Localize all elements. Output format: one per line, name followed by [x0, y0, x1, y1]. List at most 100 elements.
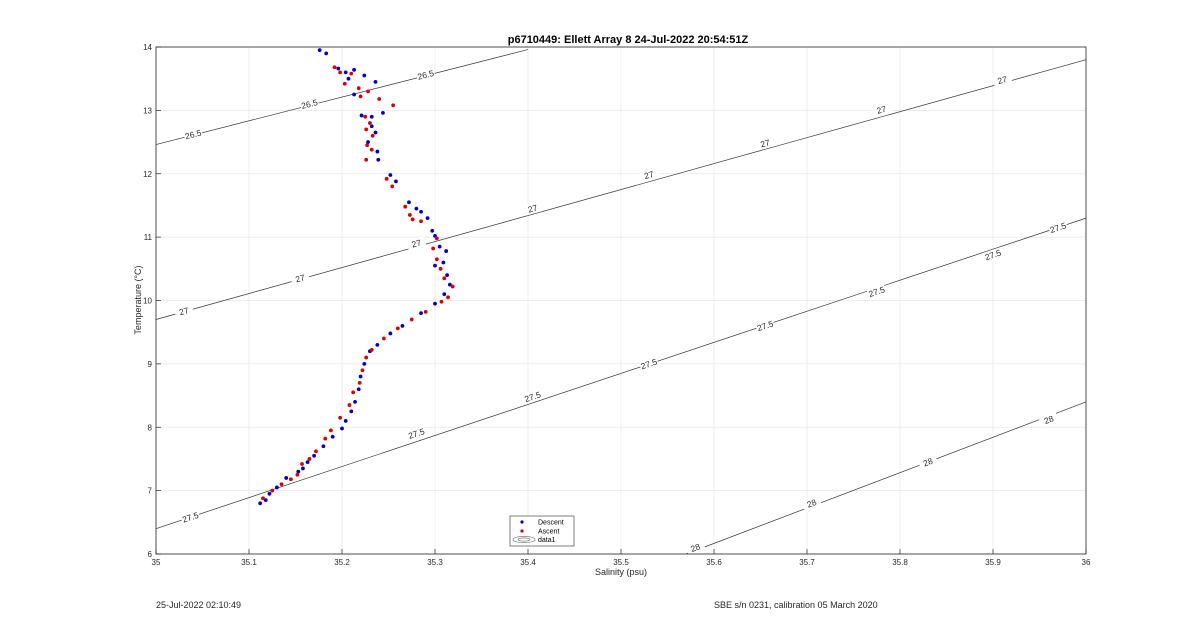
- contour-label: 27.5: [867, 284, 886, 299]
- point-ascent: [439, 299, 444, 304]
- point-descent: [444, 249, 449, 253]
- contour-label-bg: [755, 318, 776, 334]
- point-descent: [358, 374, 363, 379]
- x-tick-label: 35.9: [985, 558, 1001, 567]
- point-ascent: [368, 121, 372, 125]
- point-descent: [349, 409, 354, 414]
- x-tick-label: 35.4: [520, 558, 536, 567]
- point-descent: [441, 260, 446, 265]
- point-ascent: [395, 326, 400, 331]
- point-ascent: [391, 103, 396, 108]
- point-ascent: [338, 415, 343, 420]
- contour-label: 27: [410, 237, 422, 249]
- point-ascent: [366, 89, 370, 94]
- legend-label-descent: Descent: [538, 520, 564, 527]
- y-tick-label: 13: [143, 106, 152, 115]
- x-tick-label: 35.5: [613, 558, 629, 567]
- x-tick-label: 36: [1082, 558, 1091, 567]
- point-ascent: [307, 457, 312, 461]
- contour-label: 27: [294, 272, 306, 284]
- y-axis-label: Temperature (°C): [133, 265, 143, 334]
- x-tick-label: 35.2: [334, 558, 350, 567]
- point-ascent: [369, 147, 374, 152]
- footer-timestamp: 25-Jul-2022 02:10:49: [156, 600, 242, 610]
- point-ascent: [423, 310, 428, 314]
- point-descent: [258, 501, 263, 506]
- point-descent: [373, 79, 378, 84]
- x-tick-label: 35.8: [892, 558, 908, 567]
- point-descent: [324, 51, 329, 56]
- point-ascent: [390, 184, 395, 189]
- x-tick-label: 35.1: [241, 558, 257, 567]
- chart-title: p6710449: Ellett Array 8 24-Jul-2022 20:…: [508, 34, 749, 46]
- contour-label-bg: [406, 425, 427, 442]
- contour-label-bg: [415, 67, 436, 82]
- legend-label-data1: data1: [538, 537, 556, 544]
- x-tick-label: 35.6: [706, 558, 722, 567]
- point-ascent: [446, 295, 450, 300]
- legend-marker-data1-inner: [517, 537, 531, 542]
- contour-label: 27: [178, 305, 190, 317]
- contour-label-bg: [755, 136, 776, 151]
- point-descent: [414, 206, 419, 211]
- point-descent: [284, 476, 289, 480]
- point-ascent: [365, 143, 370, 148]
- point-ascent: [270, 488, 275, 493]
- contour-label: 27: [759, 137, 771, 149]
- point-descent: [369, 114, 374, 119]
- point-descent: [394, 179, 398, 184]
- point-descent: [442, 292, 447, 297]
- point-descent: [343, 70, 348, 75]
- contour-label: 27.5: [639, 356, 658, 371]
- point-ascent: [351, 390, 356, 395]
- point-descent: [353, 400, 357, 404]
- density-contours: 26.5 26.5 26.5 27 27 27 27 27 27 27 27 27.5 27.5 27.5…: [155, 49, 1087, 556]
- point-descent: [312, 453, 316, 458]
- point-descent: [388, 173, 393, 177]
- point-ascent: [364, 127, 369, 132]
- contour-label: 28: [922, 456, 935, 469]
- grid: [155, 46, 1087, 555]
- point-ascent: [323, 436, 328, 441]
- y-tick-label: 11: [144, 233, 153, 242]
- legend-label-ascent: Ascent: [538, 529, 559, 536]
- contour-label-bg: [1047, 220, 1069, 236]
- point-descent: [321, 444, 326, 449]
- series-descent: [258, 48, 452, 506]
- contour-line: [155, 217, 1087, 529]
- x-tick-label: 35.7: [799, 558, 815, 567]
- y-tick-label: 7: [148, 487, 153, 496]
- contour-label: 28: [1043, 413, 1056, 426]
- point-ascent: [360, 368, 365, 373]
- point-ascent: [347, 403, 352, 407]
- point-descent: [388, 331, 393, 336]
- contour-label-bg: [183, 127, 204, 142]
- point-descent: [369, 124, 374, 129]
- contour-label-bg: [801, 495, 822, 512]
- point-descent: [375, 342, 380, 347]
- point-ascent: [434, 257, 439, 262]
- point-ascent: [377, 97, 382, 101]
- contour-label-bg: [290, 271, 311, 286]
- contour-label-bg: [299, 96, 320, 112]
- contour-label-bg: [866, 284, 887, 300]
- point-descent: [352, 92, 356, 97]
- series-ascent: [261, 65, 455, 501]
- x-tick-label: 35: [152, 558, 161, 567]
- point-descent: [366, 140, 370, 144]
- legend-marker-data1-outer: [512, 535, 536, 543]
- x-axis-label: Salinity (psu): [595, 567, 647, 577]
- contour-label: 27: [875, 104, 887, 116]
- contour-line: [155, 49, 529, 145]
- y-tick-label: 8: [148, 423, 153, 432]
- point-ascent: [370, 133, 375, 138]
- point-ascent: [364, 157, 369, 162]
- point-descent: [400, 323, 405, 328]
- y-tick-label: 6: [148, 550, 153, 559]
- x-tick-label: 35.3: [427, 558, 443, 567]
- y-tick-label: 10: [143, 297, 152, 306]
- point-ascent: [349, 71, 354, 76]
- point-ascent: [431, 246, 436, 251]
- contour-label: 27.5: [407, 426, 426, 441]
